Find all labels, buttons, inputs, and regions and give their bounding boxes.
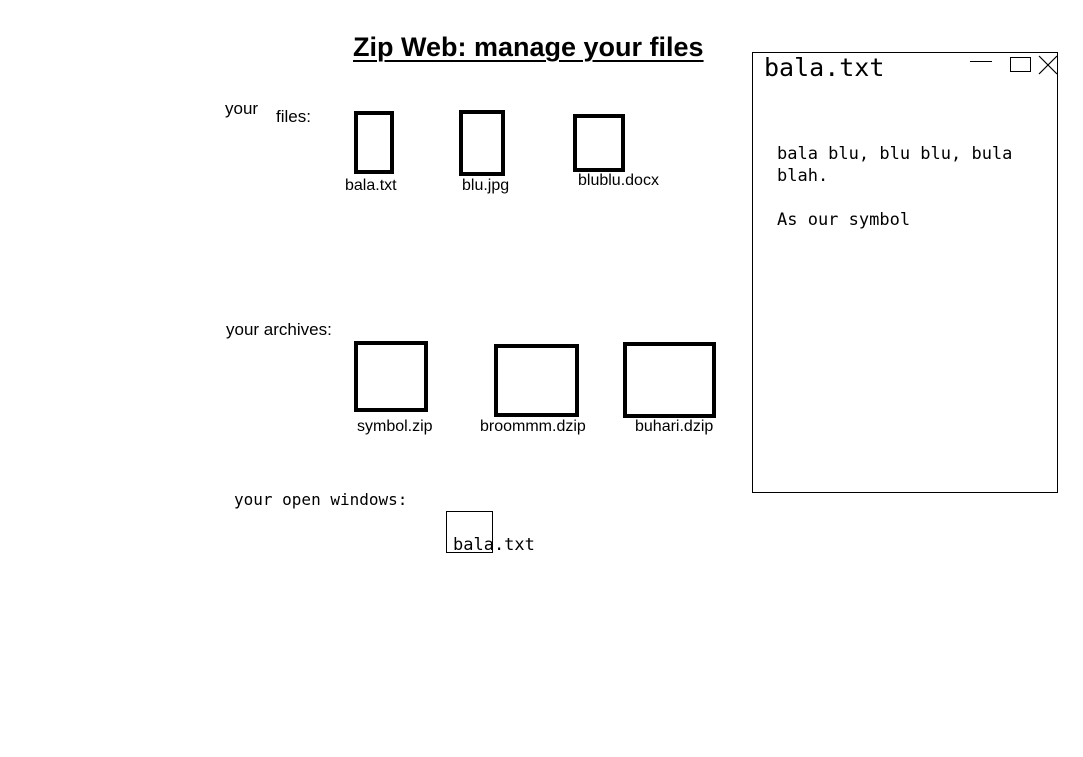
archive-symbol-zip-label[interactable]: symbol.zip [357, 418, 433, 435]
open-window-bala-txt-chip[interactable] [446, 511, 493, 553]
minimize-icon[interactable] [970, 61, 992, 62]
archives-section-label: your archives: [226, 320, 332, 339]
close-icon[interactable] [1038, 55, 1058, 75]
maximize-icon[interactable] [1010, 57, 1031, 72]
window-content-line-2: As our symbol [777, 210, 911, 230]
file-bala-txt-label[interactable]: bala.txt [345, 177, 397, 194]
archive-symbol-zip-icon[interactable] [354, 341, 428, 412]
archive-buhari-dzip-label[interactable]: buhari.dzip [635, 418, 714, 435]
open-windows-section-label: your open windows: [234, 490, 408, 509]
archive-buhari-dzip-icon[interactable] [623, 342, 716, 418]
text-viewer-window: bala.txt bala blu, blu blu, bula blah. As… [752, 52, 1058, 493]
archive-broommm-dzip-icon[interactable] [494, 344, 579, 417]
files-section-label-part2: files: [276, 107, 311, 126]
file-blu-jpg-icon[interactable] [459, 110, 505, 176]
archive-broommm-dzip-label[interactable]: broommm.dzip [480, 418, 586, 435]
open-window-bala-txt-label[interactable]: bala.txt [453, 535, 535, 555]
file-bala-txt-icon[interactable] [354, 111, 394, 174]
files-section-label-part1: your [225, 99, 259, 118]
file-blu-jpg-label[interactable]: blu.jpg [462, 177, 510, 194]
window-content: bala blu, blu blu, bula blah. As our symb… [777, 143, 1037, 231]
file-blublu-docx-label[interactable]: blublu.docx [578, 172, 659, 189]
page-title: Zip Web: manage your files [353, 32, 704, 62]
window-title: bala.txt [764, 53, 885, 82]
window-content-line-1: bala blu, blu blu, bula blah. [777, 144, 1023, 186]
file-blublu-docx-icon[interactable] [573, 114, 625, 172]
